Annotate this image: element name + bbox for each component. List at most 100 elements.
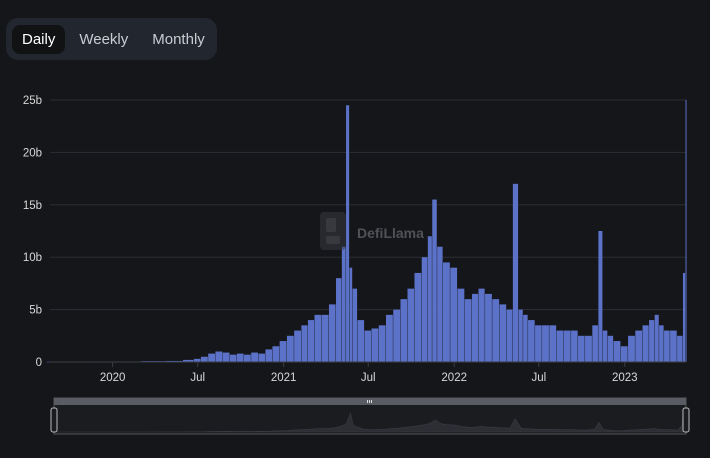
x-tick-label: 2021	[271, 372, 297, 384]
bar	[314, 314, 322, 362]
bar	[437, 246, 443, 362]
bar	[229, 354, 237, 362]
bar	[542, 325, 549, 362]
bar	[258, 353, 266, 362]
bar	[279, 341, 287, 362]
x-tick-label: 2020	[100, 372, 126, 384]
x-tick-label: Jul	[361, 372, 376, 384]
bar	[272, 346, 280, 362]
slider-preview	[57, 412, 684, 433]
bar	[628, 335, 635, 362]
bar	[335, 278, 342, 362]
bar	[301, 325, 308, 362]
y-tick-label: 0	[36, 357, 42, 369]
bar	[294, 330, 302, 362]
bar	[485, 293, 492, 362]
bar	[286, 335, 294, 362]
bar	[471, 293, 479, 362]
bar	[341, 246, 346, 362]
bar	[236, 353, 244, 362]
bar	[222, 352, 230, 362]
bar	[654, 314, 659, 362]
bar	[432, 199, 437, 362]
range-slider[interactable]	[50, 397, 690, 435]
y-tick-label: 10b	[23, 252, 42, 264]
bar	[563, 330, 571, 362]
bar	[265, 349, 273, 362]
bar	[682, 272, 686, 362]
bar	[364, 330, 372, 362]
bar	[182, 359, 194, 362]
bar	[607, 335, 614, 362]
bar	[571, 330, 578, 362]
bar	[578, 335, 585, 362]
y-tick-label: 25b	[23, 95, 42, 107]
bar	[549, 325, 557, 362]
bar	[427, 236, 432, 362]
bar	[556, 330, 564, 362]
bar	[592, 325, 598, 362]
bar	[215, 351, 223, 362]
x-tick-label: Jul	[531, 372, 546, 384]
bar	[307, 320, 315, 362]
slider-handle-right[interactable]	[682, 407, 690, 433]
bar	[512, 183, 519, 362]
watermark: DefiLlama	[320, 212, 424, 250]
x-tick-label: Jul	[190, 372, 205, 384]
bar	[664, 330, 670, 362]
y-tick-label: 5b	[29, 305, 42, 317]
bar	[535, 325, 542, 362]
bar	[685, 100, 687, 362]
bar	[464, 299, 472, 362]
bar	[321, 314, 329, 362]
bar-series	[46, 100, 687, 363]
x-tick-label: 2023	[612, 372, 638, 384]
bar	[602, 330, 608, 362]
bar	[371, 328, 379, 362]
bar	[414, 272, 422, 362]
bar	[492, 299, 500, 362]
tab-weekly[interactable]: Weekly	[79, 30, 129, 48]
bar	[193, 358, 201, 362]
slider-handle-left[interactable]	[50, 407, 58, 433]
slider-grip-icon	[367, 400, 372, 403]
y-tick-label: 15b	[23, 200, 42, 212]
bar	[357, 320, 365, 362]
bar	[528, 320, 535, 362]
bar	[251, 352, 259, 362]
x-axis: 2020 Jul 2021 Jul 2022 Jul 2023	[50, 361, 686, 384]
bar	[659, 325, 664, 362]
interval-tabs: Daily Weekly Monthly	[6, 18, 217, 60]
bar	[352, 288, 358, 362]
bar	[378, 325, 386, 362]
bar	[200, 356, 208, 362]
bar	[450, 267, 458, 362]
bar	[328, 304, 336, 362]
bar	[208, 353, 216, 362]
bar	[523, 314, 528, 362]
bar	[443, 262, 450, 362]
bar	[457, 288, 465, 362]
y-axis: 0 5b 10b 15b 20b 25b	[23, 95, 42, 369]
bar	[670, 330, 677, 362]
tab-monthly[interactable]: Monthly	[152, 30, 205, 48]
bar	[400, 299, 408, 362]
bar	[518, 309, 523, 362]
bar	[346, 105, 350, 363]
bar	[613, 341, 621, 362]
bar	[349, 267, 353, 362]
bar	[585, 335, 592, 362]
x-tick-label: 2022	[441, 372, 467, 384]
llama-logo-icon	[320, 212, 346, 250]
tab-daily[interactable]: Daily	[12, 24, 66, 54]
bar	[620, 346, 628, 362]
bar	[478, 288, 485, 362]
bar	[598, 231, 603, 362]
bar	[649, 320, 655, 362]
bar	[506, 309, 513, 362]
bar	[421, 257, 428, 362]
bar	[407, 288, 415, 362]
watermark-text: DefiLlama	[357, 225, 424, 241]
bar	[393, 309, 401, 362]
